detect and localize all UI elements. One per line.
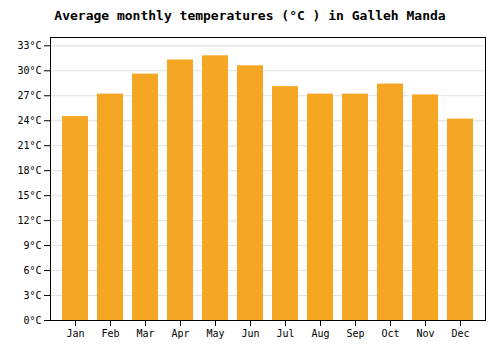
svg-text:15°C: 15°C <box>17 190 41 201</box>
svg-text:Dec: Dec <box>451 328 469 339</box>
html-text:Average monthly temperatures (: Average monthly temperatures (°C ) in Ga… <box>54 8 446 23</box>
svg-text:Nov: Nov <box>416 328 434 339</box>
svg-text:27°C: 27°C <box>17 90 41 101</box>
svg-text:9°C: 9°C <box>23 240 41 251</box>
svg-text:21°C: 21°C <box>17 140 41 151</box>
svg-text:Sep: Sep <box>346 328 364 339</box>
svg-text:Apr: Apr <box>171 328 189 339</box>
svg-text:Jan: Jan <box>66 328 84 339</box>
svg-text:12°C: 12°C <box>17 215 41 226</box>
svg-text:May: May <box>206 328 224 339</box>
svg-text:3°C: 3°C <box>23 290 41 301</box>
svg-text:33°C: 33°C <box>17 40 41 51</box>
svg-text:18°C: 18°C <box>17 165 41 176</box>
svg-text:6°C: 6°C <box>23 265 41 276</box>
svg-text:30°C: 30°C <box>17 65 41 76</box>
svg-text:Mar: Mar <box>136 328 154 339</box>
svg-text:Jun: Jun <box>241 328 259 339</box>
svg-text:Feb: Feb <box>101 328 119 339</box>
svg-text:Oct: Oct <box>381 328 399 339</box>
svg-text:Jul: Jul <box>276 328 294 339</box>
svg-text:0°C: 0°C <box>23 315 41 326</box>
svg-text:Aug: Aug <box>311 328 329 339</box>
svg-text:24°C: 24°C <box>17 115 41 126</box>
